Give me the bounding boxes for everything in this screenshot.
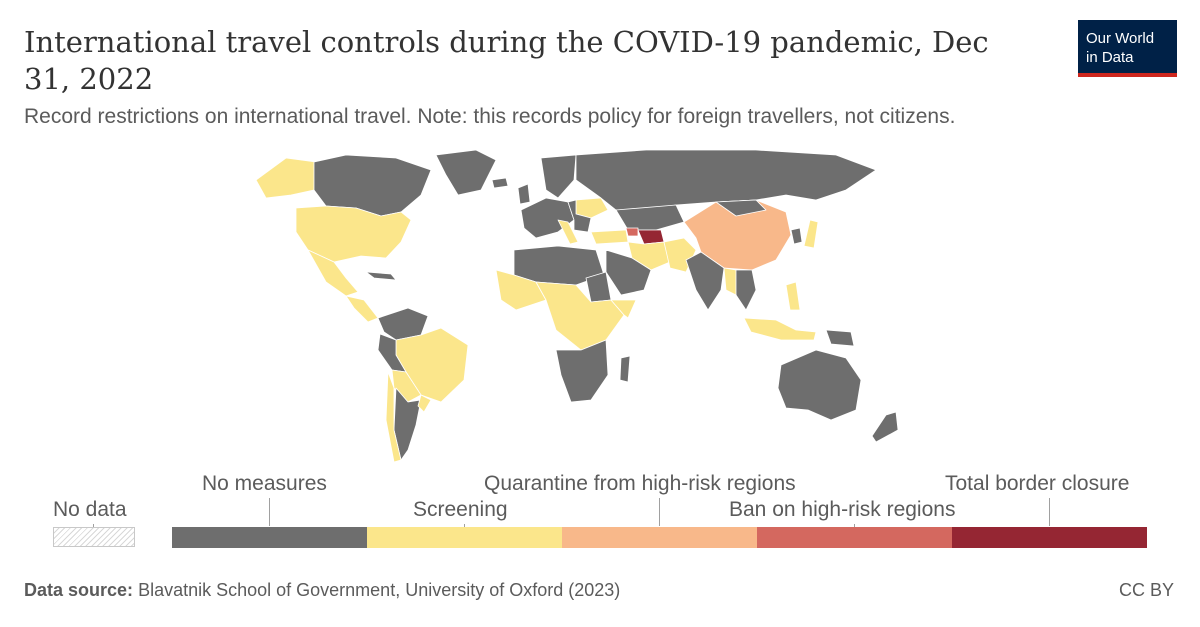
map-region-italy[interactable] <box>557 219 579 245</box>
map-region-mongolia[interactable] <box>715 199 767 217</box>
legend-swatch-quarantine[interactable] <box>562 527 757 548</box>
map-region-bolivia-paraguay[interactable] <box>391 369 422 403</box>
chart-subtitle: Record restrictions on international tra… <box>24 105 956 128</box>
legend-swatch-no-data[interactable] <box>53 527 135 547</box>
map-region-madagascar[interactable] <box>619 355 631 383</box>
map-region-papua[interactable] <box>825 329 855 347</box>
legend-swatch-screening[interactable] <box>367 527 562 548</box>
data-source-label: Data source: <box>24 580 134 600</box>
map-region-kazakhstan[interactable] <box>615 204 685 231</box>
map-region-eastern-europe[interactable] <box>567 199 592 233</box>
license[interactable]: CC BY <box>1118 580 1174 600</box>
map-region-iceland[interactable] <box>491 177 509 189</box>
map-region-turkey[interactable] <box>590 229 629 245</box>
map-region-turkmenistan[interactable] <box>637 229 665 245</box>
legend: No data No measures Screening Quarantine… <box>0 462 1200 562</box>
map-region-alaska[interactable] <box>255 157 317 199</box>
map-region-uruguay[interactable] <box>417 394 432 413</box>
map-region-central-america[interactable] <box>345 295 379 323</box>
data-source: Data source: Blavatnik School of Governm… <box>24 580 620 601</box>
map-region-cuba[interactable] <box>365 271 397 281</box>
legend-label-no-data: No data <box>53 498 127 521</box>
legend-tick-closure <box>1049 498 1050 526</box>
map-region-mexico[interactable] <box>307 249 359 297</box>
legend-tick-quarantine <box>659 498 660 526</box>
map-region-sudan[interactable] <box>585 271 612 303</box>
map-region-japan[interactable] <box>803 219 819 249</box>
legend-tick-screening <box>464 524 465 527</box>
legend-swatch-ban[interactable] <box>757 527 952 548</box>
map-region-india[interactable] <box>685 251 725 311</box>
map-region-russia[interactable] <box>575 150 877 211</box>
map-region-southern-africa[interactable] <box>555 339 609 403</box>
legend-tick-ban <box>854 524 855 527</box>
legend-swatch-no-measures[interactable] <box>172 527 367 548</box>
legend-swatch-closure[interactable] <box>952 527 1147 548</box>
map-region-central-africa[interactable] <box>535 281 625 351</box>
map-region-chile[interactable] <box>385 371 402 463</box>
chart-title: International travel controls during the… <box>24 25 989 96</box>
legend-label-closure: Total border closure <box>945 472 1130 495</box>
legend-label-ban: Ban on high-risk regions <box>729 498 956 521</box>
legend-tick-no-data <box>93 524 94 528</box>
map-region-korea[interactable] <box>790 227 803 245</box>
map-region-caucasus[interactable] <box>625 227 639 237</box>
data-source-text[interactable]: Blavatnik School of Government, Universi… <box>138 580 621 600</box>
map-region-myanmar[interactable] <box>723 267 737 296</box>
map-region-indonesia[interactable] <box>743 317 817 341</box>
legend-label-quarantine: Quarantine from high-risk regions <box>484 472 796 495</box>
map-region-greenland[interactable] <box>435 150 497 196</box>
legend-label-no-measures: No measures <box>202 472 327 495</box>
legend-label-screening: Screening <box>413 498 508 521</box>
map-region-horn-africa[interactable] <box>610 299 637 319</box>
map-region-australia[interactable] <box>777 349 862 421</box>
world-map[interactable] <box>196 150 1116 470</box>
map-region-philippines[interactable] <box>785 281 801 311</box>
logo-line-1: Our World <box>1086 30 1155 47</box>
map-region-uk[interactable] <box>517 183 531 205</box>
map-region-scandinavia[interactable] <box>540 154 577 199</box>
owid-logo[interactable]: Our World in Data <box>1078 20 1177 77</box>
logo-line-2: in Data <box>1086 49 1134 66</box>
map-region-new-zealand[interactable] <box>871 411 899 443</box>
legend-tick-no-measures <box>269 498 270 526</box>
